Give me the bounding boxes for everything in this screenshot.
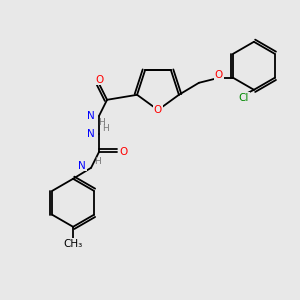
Text: N: N xyxy=(78,161,86,171)
Text: O: O xyxy=(95,75,103,85)
Text: O: O xyxy=(215,70,223,80)
Text: H: H xyxy=(98,118,104,127)
Text: O: O xyxy=(154,105,162,115)
Text: H: H xyxy=(94,157,100,166)
Text: O: O xyxy=(119,147,127,157)
Text: N: N xyxy=(87,129,95,139)
Text: H: H xyxy=(102,124,109,133)
Text: Cl: Cl xyxy=(239,93,249,103)
Text: N: N xyxy=(87,111,95,121)
Text: CH₃: CH₃ xyxy=(64,239,83,249)
